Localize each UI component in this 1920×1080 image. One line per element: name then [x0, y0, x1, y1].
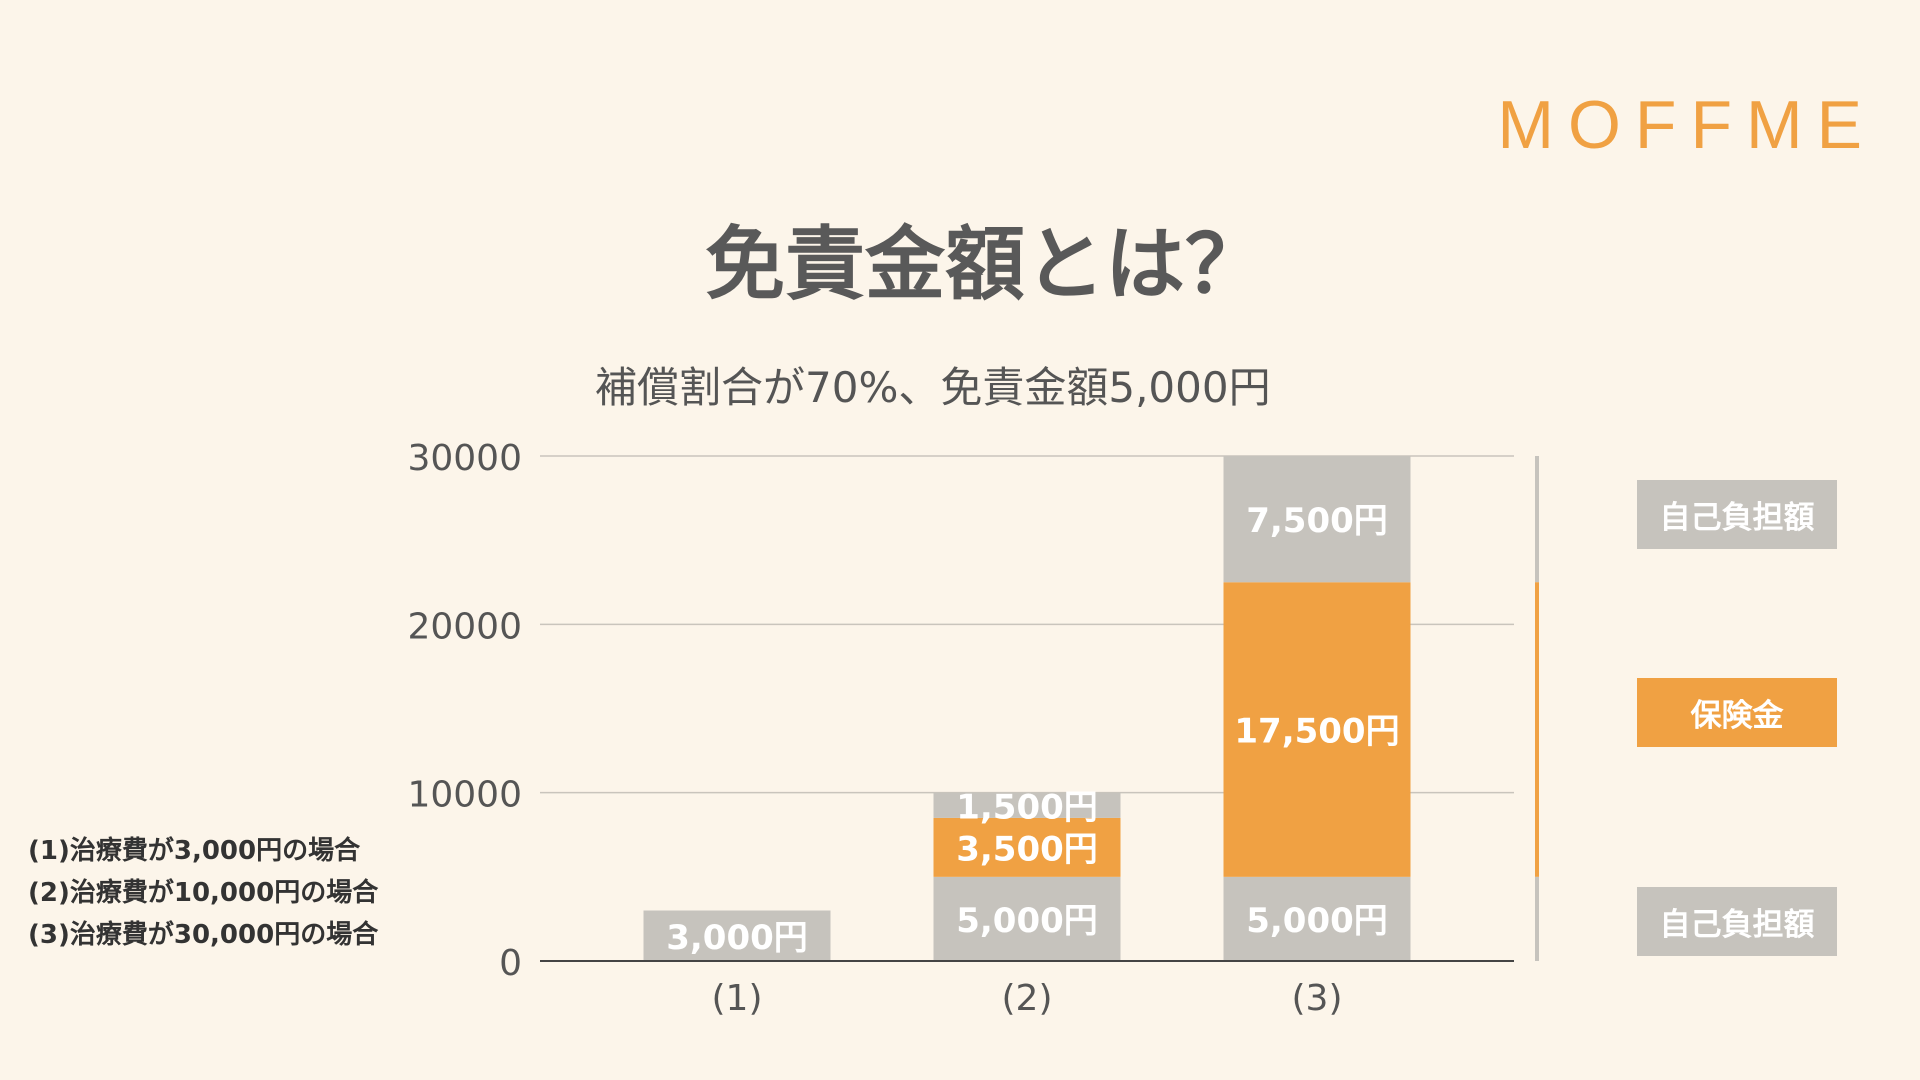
x-tick-label: (2) [1002, 978, 1053, 1019]
page-title: 免責金額とは？ [705, 218, 1265, 311]
bar-segment [643, 910, 831, 961]
legend-self-pay-top: 自己負担額 [1637, 480, 1837, 549]
case-note-3: (3)治療費が30,000円の場合 [28, 920, 379, 950]
case-notes: (1)治療費が3,000円の場合 (2)治療費が10,000円の場合 (3)治療… [28, 830, 378, 956]
bar-segment [933, 817, 1121, 877]
data-label: 3,000円 [666, 918, 808, 958]
data-label: 5,000円 [1246, 901, 1388, 941]
data-label: 17,500円 [1234, 712, 1399, 752]
bar-segment [1223, 876, 1411, 961]
y-tick-label: 10000 [407, 775, 522, 816]
bar-segment [933, 792, 1121, 818]
y-tick-label: 20000 [407, 606, 522, 647]
data-label: 7,500円 [1246, 501, 1388, 541]
y-tick-label: 30000 [407, 438, 522, 479]
case-note-2: (2)治療費が10,000円の場合 [28, 878, 379, 908]
data-label: 1,500円 [956, 787, 1098, 827]
bar-segment [1223, 582, 1411, 877]
brand-logo: MOFFME [1497, 87, 1876, 163]
x-tick-label: (3) [1292, 978, 1343, 1019]
y-tick-label: 0 [499, 943, 522, 984]
case-note-1: (1)治療費が3,000円の場合 [28, 836, 361, 866]
data-label: 5,000円 [956, 901, 1098, 941]
legend-self-pay-bottom: 自己負担額 [1637, 887, 1837, 956]
chart-subtitle: 補償割合が70%、免責金額5,000円 [595, 363, 1271, 412]
data-label: 3,500円 [956, 829, 1098, 869]
x-tick-label: (1) [712, 978, 763, 1019]
bar-segment [933, 876, 1121, 961]
legend-insurance: 保険金 [1637, 678, 1837, 747]
bar-segment [1223, 456, 1411, 583]
